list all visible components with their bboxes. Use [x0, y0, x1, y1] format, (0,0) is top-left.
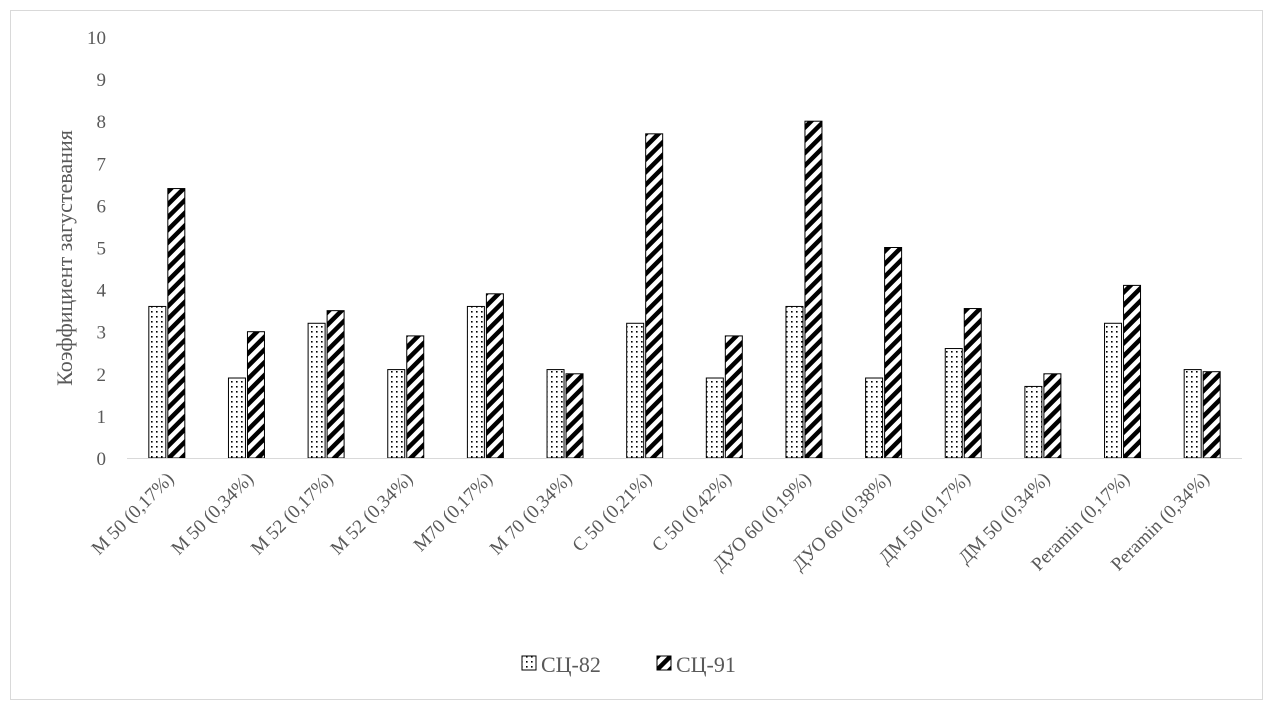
- y-tick-label: 6: [97, 196, 107, 217]
- bar-sc82: [1183, 369, 1202, 459]
- bar-sc91: [485, 293, 504, 459]
- y-tick-label: 7: [97, 154, 107, 175]
- bar-sc91: [246, 331, 265, 459]
- bar-sc91: [406, 335, 425, 459]
- bar-sc91: [645, 133, 664, 459]
- y-tick-label: 8: [97, 112, 107, 133]
- bar-sc82: [1104, 322, 1123, 459]
- legend: СЦ-82 СЦ-91: [521, 652, 736, 677]
- bar-sc82: [944, 348, 963, 459]
- x-tick-label: М 50 (0,34%): [167, 469, 258, 560]
- bar-sc91: [167, 188, 186, 459]
- y-tick-labels: 0 1 2 3 4 5 6 7 8 9 10: [87, 28, 107, 470]
- bar-sc82: [546, 369, 565, 459]
- bar-sc82: [785, 305, 804, 459]
- bar-sc82: [227, 377, 246, 459]
- y-tick-label: 1: [97, 407, 107, 428]
- y-tick-label: 2: [97, 365, 107, 386]
- bar-sc91: [724, 335, 743, 459]
- bar-sc82: [148, 305, 167, 459]
- bar-sc82: [705, 377, 724, 459]
- bar-sc82: [466, 305, 485, 459]
- y-tick-label: 10: [87, 28, 106, 49]
- y-tick-label: 4: [97, 281, 107, 302]
- bar-sc91: [1123, 284, 1142, 459]
- y-tick-label: 5: [97, 239, 107, 260]
- bar-sc82: [1024, 385, 1043, 459]
- bars: [148, 120, 1221, 459]
- bar-sc91: [804, 120, 823, 459]
- x-tick-label: С 50 (0,42%): [648, 469, 736, 557]
- bar-sc82: [626, 322, 645, 459]
- bar-sc82: [387, 369, 406, 459]
- bar-sc91: [884, 247, 903, 459]
- y-axis-label: Коэффициент загустевания: [52, 130, 77, 386]
- legend-swatch: [656, 655, 672, 671]
- x-tick-label: С 50 (0,21%): [569, 469, 657, 557]
- legend-label: СЦ-82: [541, 652, 601, 677]
- y-tick-label: 9: [97, 70, 107, 91]
- x-tick-labels: М 50 (0,17%)М 50 (0,34%)М 52 (0,17%)М 52…: [88, 469, 1214, 576]
- x-tick-label: М 70 (0,34%): [486, 469, 577, 560]
- bar-sc91: [326, 310, 345, 459]
- bar-sc82: [865, 377, 884, 459]
- bar-sc91: [1202, 371, 1221, 459]
- x-tick-label: М 52 (0,17%): [247, 469, 338, 560]
- bar-sc91: [565, 373, 584, 459]
- bar-sc91: [963, 308, 982, 459]
- legend-swatch: [521, 655, 537, 671]
- x-tick-label: М70 (0,17%): [410, 469, 497, 556]
- bar-sc91: [1043, 373, 1062, 459]
- x-tick-label: М 50 (0,17%): [88, 469, 179, 560]
- x-tick-label: М 52 (0,34%): [327, 469, 418, 560]
- y-tick-label: 3: [97, 323, 107, 344]
- legend-label: СЦ-91: [676, 652, 736, 677]
- bar-sc82: [307, 322, 326, 459]
- y-tick-label: 0: [97, 449, 107, 470]
